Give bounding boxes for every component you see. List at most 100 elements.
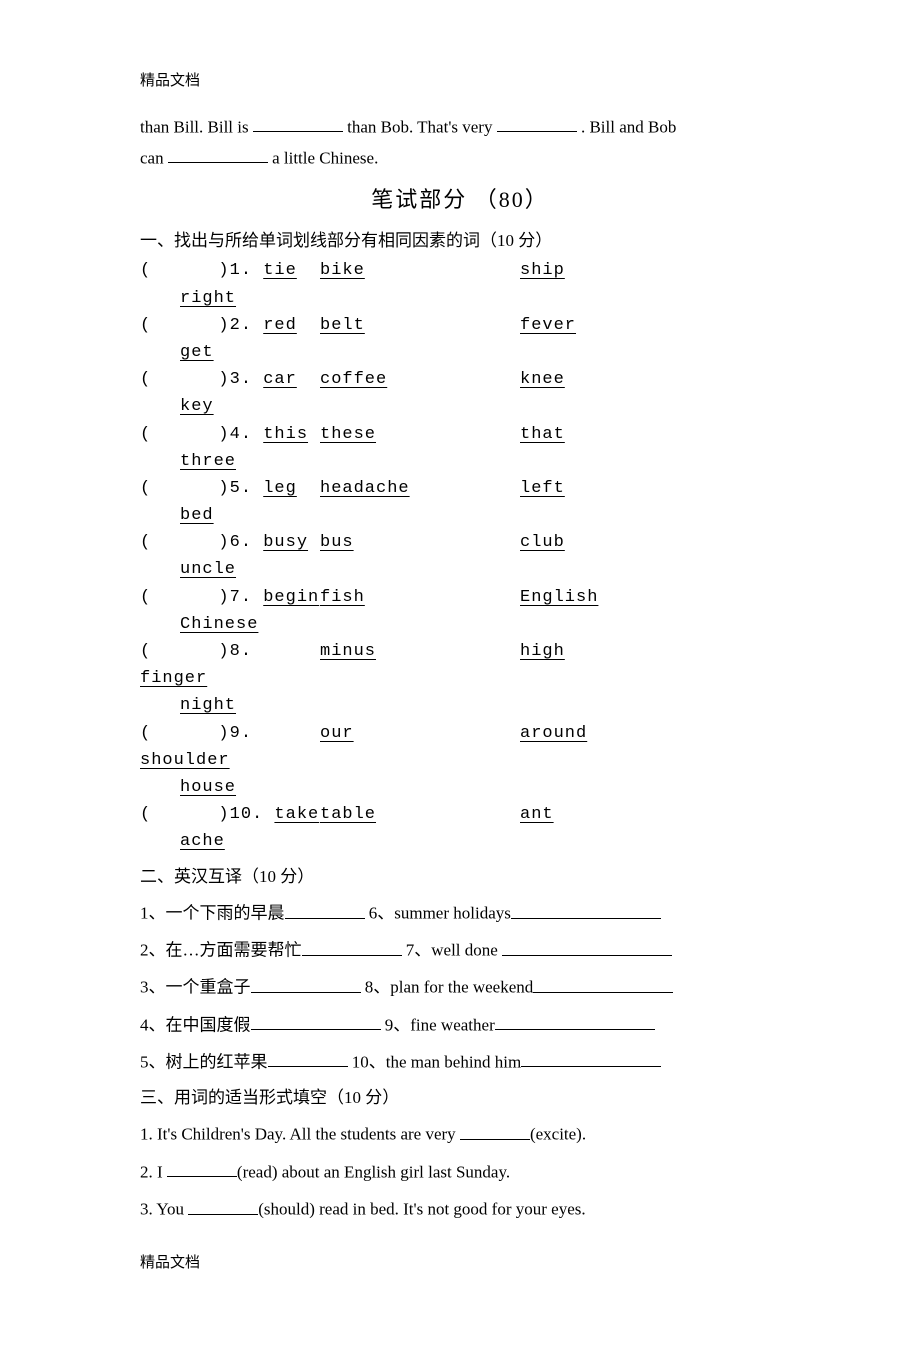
fill-row: 3. You (should) read in bed. It's not go… [140,1195,780,1222]
trans-left: 1、一个下雨的早晨 [140,904,285,923]
phon-opt-c: ache [180,828,225,855]
blank [533,973,673,993]
blank [251,973,361,993]
phon-row: ( )5. legheadacheleft [140,475,780,502]
fill-post: (should) read in bed. It's not good for … [258,1200,585,1219]
blank [511,899,661,919]
translation-list: 1、一个下雨的早晨 6、summer holidays 2、在…方面需要帮忙 7、… [140,899,780,1075]
intro-line-2: can a little Chinese. [140,144,780,171]
phon-stem: ( )3. car [140,366,320,393]
trans-right: 8、plan for the weekend [365,978,534,997]
phon-row: ( )8. fingerminushigh [140,638,780,692]
phon-opt-b: ant [520,801,660,828]
blank [521,1048,661,1068]
phon-row: ( )2. redbeltfever [140,312,780,339]
trans-left: 2、在…方面需要帮忙 [140,941,302,960]
intro-1c: . Bill and Bob [581,117,676,136]
phon-opt-a: headache [320,475,520,502]
q3-heading: 三、用词的适当形式填空（10 分） [140,1085,780,1111]
phon-opt-b: ship [520,257,660,284]
intro-1b: than Bob. That's very [347,117,492,136]
fill-pre: 1. It's Children's Day. All the students… [140,1125,460,1144]
section-title: 笔试部分 （80） [140,183,780,216]
fill-list: 1. It's Children's Day. All the students… [140,1120,780,1222]
phon-row-cont: three [140,448,780,475]
phon-opt-a: minus [320,638,520,692]
phon-opt-b: that [520,421,660,448]
blank [253,113,343,133]
phon-row-cont: uncle [140,556,780,583]
fill-row: 1. It's Children's Day. All the students… [140,1120,780,1147]
phon-stem: ( )2. red [140,312,320,339]
phon-stem: ( )8. finger [140,638,320,692]
fill-pre: 3. You [140,1200,188,1219]
phon-row: ( )3. carcoffeeknee [140,366,780,393]
fill-pre: 2. I [140,1162,167,1181]
phon-opt-c: uncle [180,556,236,583]
fill-post: (excite). [530,1125,586,1144]
blank [302,936,402,956]
intro-2b: a little Chinese. [272,148,378,167]
blank [167,1158,237,1178]
phon-stem: ( )9. shoulder [140,720,320,774]
phon-stem: ( )6. busy [140,529,320,556]
q2-heading: 二、英汉互译（10 分） [140,864,780,890]
phon-opt-c: night [180,692,236,719]
intro-line-1: than Bill. Bill is than Bob. That's very… [140,113,780,140]
phon-stem: ( )1. tie [140,257,320,284]
phon-row: ( )1. tiebikeship [140,257,780,284]
phon-opt-c: get [180,339,214,366]
trans-right: 9、fine weather [385,1015,495,1034]
blank [285,899,365,919]
phon-row: ( )10. taketableant [140,801,780,828]
phon-opt-b: knee [520,366,660,393]
phon-row: ( )7. beginfishEnglish [140,584,780,611]
trans-left: 3、一个重盒子 [140,978,251,997]
phon-opt-a: bus [320,529,520,556]
phon-opt-a: belt [320,312,520,339]
blank [188,1195,258,1215]
fill-row: 2. I (read) about an English girl last S… [140,1158,780,1185]
phon-opt-c: house [180,774,236,801]
blank [268,1048,348,1068]
phon-row: ( )4. thisthesethat [140,421,780,448]
trans-right: 6、summer holidays [369,904,511,923]
trans-left: 5、树上的红苹果 [140,1052,268,1071]
q1-heading: 一、找出与所给单词划线部分有相同因素的词（10 分） [140,228,780,254]
fill-post: (read) about an English girl last Sunday… [237,1162,510,1181]
phon-opt-a: coffee [320,366,520,393]
trans-row: 2、在…方面需要帮忙 7、well done [140,936,780,963]
phon-opt-a: these [320,421,520,448]
phon-stem: ( )10. take [140,801,320,828]
trans-row: 1、一个下雨的早晨 6、summer holidays [140,899,780,926]
intro-2a: can [140,148,168,167]
phonetics-list: ( )1. tiebikeshipright( )2. redbeltfever… [140,257,780,855]
phon-opt-a: our [320,720,520,774]
phon-opt-c: right [180,285,236,312]
phon-row-cont: Chinese [140,611,780,638]
footer-text: 精品文档 [140,1252,780,1275]
trans-row: 5、树上的红苹果 10、the man behind him [140,1048,780,1075]
trans-right: 10、the man behind him [352,1052,522,1071]
phon-row: ( )6. busybusclub [140,529,780,556]
trans-row: 4、在中国度假 9、fine weather [140,1011,780,1038]
blank [497,113,577,133]
phon-stem: ( )7. begin [140,584,320,611]
phon-opt-c: key [180,393,214,420]
phon-stem: ( )4. this [140,421,320,448]
trans-right: 7、well done [406,941,502,960]
phon-opt-b: fever [520,312,660,339]
phon-stem: ( )5. leg [140,475,320,502]
phon-row-cont: ache [140,828,780,855]
phon-opt-a: table [320,801,520,828]
phon-opt-b: left [520,475,660,502]
phon-opt-b: club [520,529,660,556]
trans-left: 4、在中国度假 [140,1015,251,1034]
trans-row: 3、一个重盒子 8、plan for the weekend [140,973,780,1000]
phon-opt-c: bed [180,502,214,529]
phon-opt-b: around [520,720,660,774]
blank [460,1120,530,1140]
blank [495,1011,655,1031]
blank [251,1011,381,1031]
phon-row-cont: right [140,285,780,312]
